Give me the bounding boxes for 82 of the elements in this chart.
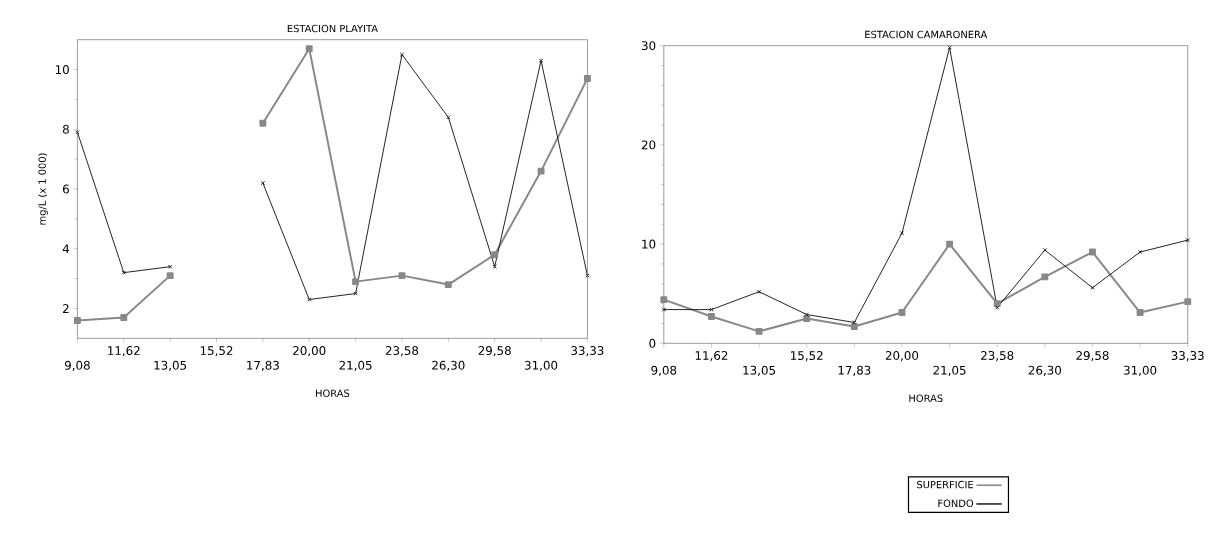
point <box>259 120 267 127</box>
point <box>803 315 811 323</box>
x-tick-label: 33,33 <box>571 346 604 357</box>
point <box>491 251 499 259</box>
point <box>755 328 763 336</box>
x-tick-label: 9,08 <box>651 365 677 377</box>
point <box>444 281 452 289</box>
point <box>120 314 128 322</box>
x-axis-title: HORAS <box>909 394 943 403</box>
x-tick-label: 29,58 <box>1076 351 1109 362</box>
x-tick-label: 13,05 <box>743 365 776 377</box>
point <box>260 180 266 186</box>
point <box>1089 248 1096 256</box>
point <box>73 317 81 325</box>
y-tick-label: 10 <box>642 239 656 249</box>
x-tick-label: 11,62 <box>695 351 728 362</box>
x-tick-label: 15,52 <box>200 346 233 357</box>
x-tick-label: 9,08 <box>64 360 90 372</box>
point <box>583 75 591 83</box>
point <box>166 272 174 280</box>
x-tick-label: 23,58 <box>385 346 419 357</box>
point <box>398 272 406 280</box>
point <box>1137 249 1143 255</box>
point <box>947 45 952 51</box>
y-tick-label: 6 <box>62 184 69 194</box>
point <box>1090 285 1095 291</box>
point <box>1041 273 1049 281</box>
y-tick-label: 10 <box>55 65 69 75</box>
x-tick-label: 26,30 <box>432 360 465 372</box>
x-tick-label: 13,05 <box>154 360 187 372</box>
y-axis-title: mg/L (x 1 000) <box>38 153 48 225</box>
point <box>852 320 857 325</box>
point <box>167 264 173 270</box>
point <box>1042 247 1048 253</box>
point <box>306 297 312 302</box>
point <box>1136 309 1144 317</box>
point <box>898 309 906 317</box>
x-tick-label: 31,00 <box>1124 365 1157 377</box>
point <box>305 45 313 53</box>
x-axis-title: HORAS <box>316 389 350 398</box>
x-tick-label: 23,58 <box>981 351 1014 362</box>
point <box>353 291 358 296</box>
point <box>352 278 360 286</box>
y-tick-label: 20 <box>641 140 656 150</box>
x-tick-label: 33,33 <box>1171 351 1204 362</box>
point <box>660 296 668 304</box>
point <box>492 264 497 270</box>
point <box>537 167 545 175</box>
legend-label: SUPERFICIE <box>917 480 974 489</box>
legend-label: FONDO <box>938 499 974 508</box>
x-tick-label: 31,00 <box>524 360 558 372</box>
point <box>850 323 858 331</box>
y-tick-label: 4 <box>62 244 70 254</box>
y-tick-label: 30 <box>641 41 656 51</box>
x-tick-label: 29,58 <box>478 346 511 357</box>
chart-title: ESTACION CAMARONERA <box>865 30 988 39</box>
y-tick-label: 0 <box>649 338 656 348</box>
point <box>446 115 451 120</box>
x-tick-label: 17,83 <box>838 365 871 377</box>
point <box>538 58 544 63</box>
x-tick-label: 26,30 <box>1028 365 1062 377</box>
point <box>121 270 127 276</box>
point <box>707 313 715 321</box>
y-tick-label: 8 <box>62 124 69 134</box>
point <box>756 289 762 295</box>
chart-title: ESTACION PLAYITA <box>287 24 378 33</box>
x-tick-label: 17,83 <box>247 360 279 372</box>
y-tick-label: 2 <box>63 304 69 314</box>
point <box>993 300 1001 308</box>
x-tick-label: 20,00 <box>885 351 919 362</box>
point <box>709 307 714 312</box>
point <box>804 312 809 317</box>
x-tick-label: 15,52 <box>791 351 823 362</box>
point <box>1184 298 1192 306</box>
x-tick-label: 21,05 <box>933 365 966 377</box>
x-tick-label: 20,00 <box>293 346 326 357</box>
point <box>946 240 954 248</box>
point <box>899 231 905 236</box>
point <box>994 305 1000 310</box>
point <box>399 52 405 58</box>
x-tick-label: 11,62 <box>108 346 140 357</box>
x-tick-label: 21,05 <box>339 360 372 372</box>
